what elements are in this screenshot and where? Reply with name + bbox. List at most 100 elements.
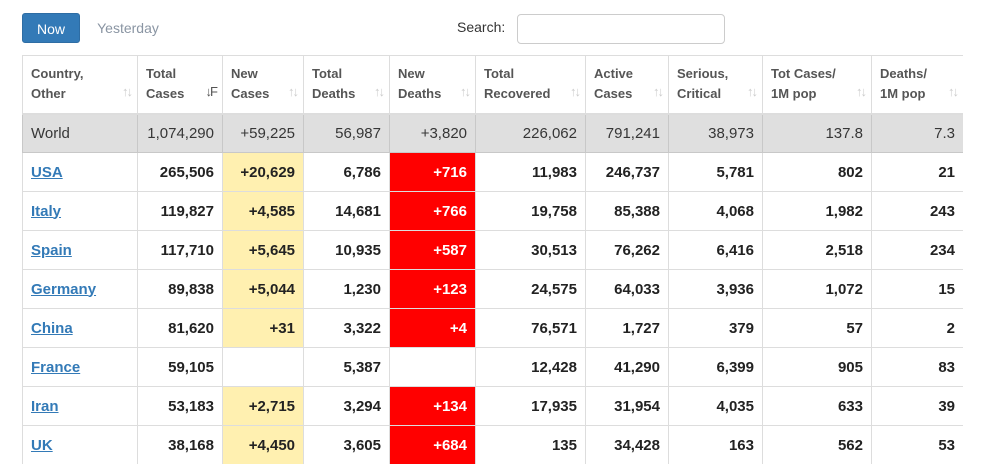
cell-total-deaths: 10,935 bbox=[303, 230, 390, 270]
cell-total-recovered: 226,062 bbox=[475, 113, 586, 153]
column-header-line1: Total bbox=[484, 66, 515, 82]
cell-total-recovered: 30,513 bbox=[475, 230, 586, 270]
search-input[interactable] bbox=[517, 14, 725, 44]
cell-serious-critical: 38,973 bbox=[668, 113, 763, 153]
column-header-line2: Other bbox=[31, 86, 66, 102]
table-row: Spain 117,710 +5,645 10,935 +587 30,513 76,262… bbox=[22, 230, 963, 270]
cell-active-cases: 31,954 bbox=[585, 386, 669, 426]
cell-serious-critical: 4,035 bbox=[668, 386, 763, 426]
cell-total-cases: 1,074,290 bbox=[137, 113, 223, 153]
country-link[interactable]: UK bbox=[31, 436, 53, 454]
cell-serious-critical: 6,399 bbox=[668, 347, 763, 387]
cell-total-recovered: 19,758 bbox=[475, 191, 586, 231]
column-header-new-cases[interactable]: New Cases ↑↓ bbox=[222, 55, 304, 115]
cell-total-deaths: 1,230 bbox=[303, 269, 390, 309]
sort-icon[interactable]: ↑↓ bbox=[288, 83, 299, 99]
column-header-line2: Critical bbox=[677, 86, 722, 102]
column-header-line2: Recovered bbox=[484, 86, 551, 102]
cell-total-deaths: 14,681 bbox=[303, 191, 390, 231]
column-header-tot-cases-per-1m[interactable]: Tot Cases/1M pop ↑↓ bbox=[762, 55, 872, 115]
sort-descending-icon[interactable]: ↓F bbox=[205, 83, 219, 99]
sort-icon[interactable]: ↑↓ bbox=[948, 83, 959, 99]
cell-total-deaths: 6,786 bbox=[303, 152, 390, 192]
sort-icon[interactable]: ↑↓ bbox=[460, 83, 471, 99]
column-header-line1: Total bbox=[146, 66, 177, 82]
table-row: USA 265,506 +20,629 6,786 +716 11,983 246,737 5… bbox=[22, 152, 963, 192]
cell-new-cases: +5,044 bbox=[222, 269, 304, 309]
cell-total-deaths: 3,322 bbox=[303, 308, 390, 348]
cell-new-cases: +5,645 bbox=[222, 230, 304, 270]
column-header-total-recovered[interactable]: Total Recovered ↑↓ bbox=[475, 55, 586, 115]
column-header-deaths-per-1m[interactable]: Deaths/1M pop ↑↓ bbox=[871, 55, 963, 115]
column-header-line2: Cases bbox=[231, 86, 270, 102]
cell-serious-critical: 6,416 bbox=[668, 230, 763, 270]
cell-active-cases: 85,388 bbox=[585, 191, 669, 231]
column-header-line2: Cases bbox=[146, 86, 185, 102]
cell-total-cases: 53,183 bbox=[137, 386, 223, 426]
cell-new-cases: +2,715 bbox=[222, 386, 304, 426]
column-header-total-cases[interactable]: Total Cases ↓F bbox=[137, 55, 223, 115]
cell-tot-cases-per-1m: 2,518 bbox=[762, 230, 872, 270]
column-header-line1: Total bbox=[312, 66, 343, 82]
cell-total-cases: 81,620 bbox=[137, 308, 223, 348]
search-label: Search: bbox=[457, 19, 506, 35]
country-link[interactable]: Italy bbox=[31, 202, 62, 220]
country-link[interactable]: Spain bbox=[31, 241, 72, 259]
column-header-line1: Country, bbox=[31, 66, 84, 82]
cell-tot-cases-per-1m: 905 bbox=[762, 347, 872, 387]
cell-total-cases: 38,168 bbox=[137, 425, 223, 464]
cell-deaths-per-1m: 15 bbox=[871, 269, 963, 309]
cell-new-cases: +31 bbox=[222, 308, 304, 348]
cell-total-cases: 119,827 bbox=[137, 191, 223, 231]
cell-total-deaths: 56,987 bbox=[303, 113, 390, 153]
column-header-serious-critical[interactable]: Serious, Critical ↑↓ bbox=[668, 55, 763, 115]
column-header-total-deaths[interactable]: Total Deaths ↑↓ bbox=[303, 55, 390, 115]
table-row: Germany 89,838 +5,044 1,230 +123 24,575 64,033… bbox=[22, 269, 963, 309]
cell-new-deaths: +684 bbox=[389, 425, 476, 464]
cell-new-deaths: +4 bbox=[389, 308, 476, 348]
sort-icon[interactable]: ↑↓ bbox=[653, 83, 664, 99]
cell-tot-cases-per-1m: 1,982 bbox=[762, 191, 872, 231]
stats-table: Country, Other ↑↓ Total Cases ↓F New Cases ↑↓ Tot… bbox=[22, 55, 963, 464]
yesterday-button[interactable]: Yesterday bbox=[97, 20, 159, 36]
country-link[interactable]: China bbox=[31, 319, 73, 337]
column-header-line2: 1M pop bbox=[880, 86, 926, 102]
now-button[interactable]: Now bbox=[22, 13, 80, 43]
column-header-active-cases[interactable]: Active Cases ↑↓ bbox=[585, 55, 669, 115]
cell-tot-cases-per-1m: 633 bbox=[762, 386, 872, 426]
toolbar: Now Yesterday Search: bbox=[0, 0, 1005, 55]
sort-icon[interactable]: ↑↓ bbox=[122, 83, 133, 99]
world-total-row: World 1,074,290 +59,225 56,987 +3,820 226,062… bbox=[22, 113, 963, 153]
cell-active-cases: 1,727 bbox=[585, 308, 669, 348]
cell-country: Spain bbox=[22, 230, 138, 270]
stats-table-container: Country, Other ↑↓ Total Cases ↓F New Cases ↑↓ Tot… bbox=[22, 55, 963, 464]
sort-icon[interactable]: ↑↓ bbox=[856, 83, 867, 99]
cell-serious-critical: 163 bbox=[668, 425, 763, 464]
country-link[interactable]: USA bbox=[31, 163, 63, 181]
cell-country: Germany bbox=[22, 269, 138, 309]
cell-serious-critical: 5,781 bbox=[668, 152, 763, 192]
country-link[interactable]: Germany bbox=[31, 280, 97, 298]
column-header-line2: 1M pop bbox=[771, 86, 817, 102]
cell-active-cases: 791,241 bbox=[585, 113, 669, 153]
country-link[interactable]: France bbox=[31, 358, 81, 376]
cell-new-deaths: +766 bbox=[389, 191, 476, 231]
cell-deaths-per-1m: 7.3 bbox=[871, 113, 963, 153]
column-header-line2: Deaths bbox=[398, 86, 442, 102]
cell-deaths-per-1m: 2 bbox=[871, 308, 963, 348]
cell-total-cases: 89,838 bbox=[137, 269, 223, 309]
sort-icon[interactable]: ↑↓ bbox=[374, 83, 385, 99]
cell-serious-critical: 4,068 bbox=[668, 191, 763, 231]
sort-icon[interactable]: ↑↓ bbox=[570, 83, 581, 99]
cell-deaths-per-1m: 53 bbox=[871, 425, 963, 464]
cell-new-deaths: +134 bbox=[389, 386, 476, 426]
column-header-country[interactable]: Country, Other ↑↓ bbox=[22, 55, 138, 115]
sort-icon[interactable]: ↑↓ bbox=[747, 83, 758, 99]
cell-active-cases: 64,033 bbox=[585, 269, 669, 309]
cell-active-cases: 41,290 bbox=[585, 347, 669, 387]
country-link[interactable]: Iran bbox=[31, 397, 59, 415]
cell-active-cases: 34,428 bbox=[585, 425, 669, 464]
column-header-new-deaths[interactable]: New Deaths ↑↓ bbox=[389, 55, 476, 115]
table-row: Italy 119,827 +4,585 14,681 +766 19,758 85,388… bbox=[22, 191, 963, 231]
cell-country: Iran bbox=[22, 386, 138, 426]
